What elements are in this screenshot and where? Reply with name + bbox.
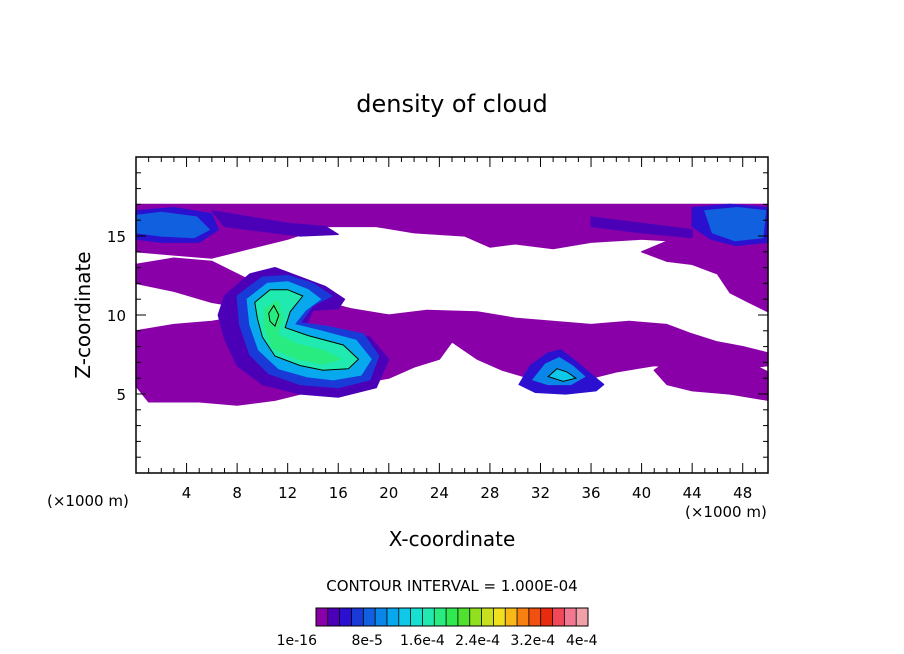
colorbar-swatch-17 [517,608,530,626]
x-tick-label-4: 4 [182,484,192,502]
colorbar-swatch-12 [457,608,471,626]
x-tick-label-20: 20 [379,484,398,502]
colorbar-labels: 1e-16 8e-5 1.6e-4 2.4e-4 3.2e-4 4e-4 [277,633,598,649]
y-tick-label-15: 15 [107,228,126,246]
x-tick-label-8: 8 [232,484,242,502]
colorbar-swatch-20 [552,608,565,626]
contour-region-top-left-streak [211,210,339,237]
x-tick-label-32: 32 [531,484,550,502]
contour-line-layer [254,289,578,382]
colorbar-swatch-2 [339,608,352,626]
colorbar-label-0: 1e-16 [277,633,317,649]
colorbar-swatch-11 [446,608,459,626]
x-tick-label-44: 44 [683,484,702,502]
colorbar-swatch-1 [327,608,340,626]
x-tick-label-48: 48 [733,484,752,502]
colorbar-swatch-16 [505,608,518,626]
x-tick-label-24: 24 [430,484,449,502]
x-unit-right: (×1000 m) [685,503,767,521]
contour-interval-note: CONTOUR INTERVAL = 1.000E-04 [326,577,577,595]
x-tick-label-12: 12 [278,484,297,502]
x-tick-label-36: 36 [581,484,600,502]
colorbar [315,607,589,627]
colorbar-swatch-15 [493,608,506,626]
contour-region-lower-right-blob [653,352,769,401]
x-unit-left: (×1000 m) [47,492,129,510]
contour-central-outer [254,289,360,371]
colorbar-swatch-21 [564,608,577,626]
colorbar-swatch-22 [576,608,589,626]
x-axis-label: X-coordinate [389,527,516,551]
contour-fill-layer [135,203,769,406]
contour-right-mound [547,368,578,382]
colorbar-frame [315,607,589,627]
x-tick-label-16: 16 [329,484,348,502]
y-tick-label-10: 10 [107,307,126,325]
y-tick-labels: 5 10 15 [107,228,126,404]
x-tick-labels: 4 8 12 16 20 24 28 32 36 40 44 48 [182,484,752,502]
contour-central-peak [268,304,280,328]
axis-ticks [136,157,768,473]
colorbar-swatch-5 [375,608,388,626]
contour-region-top-band-right-drop [640,235,769,313]
colorbar-swatch-6 [386,608,400,626]
colorbar-swatch-18 [528,608,541,626]
contour-region-top-right-dense-mid [704,207,767,242]
colorbar-label-4: 3.2e-4 [510,633,555,649]
colorbar-swatch-10 [434,608,447,626]
colorbar-label-3: 2.4e-4 [455,633,500,649]
y-axis-label: Z-coordinate [71,251,95,378]
contour-region-top-right-streak [590,216,693,239]
colorbar-swatch-13 [469,608,482,626]
colorbar-swatch-8 [410,608,423,626]
colorbar-swatch-19 [540,608,553,626]
y-tick-label-5: 5 [116,386,126,404]
colorbar-swatch-9 [422,608,435,626]
x-tick-label-40: 40 [632,484,651,502]
chart-title: density of cloud [356,90,547,118]
contour-region-top-left-dense-mid [135,211,210,239]
contour-region-central-lobe-level5 [264,300,342,365]
colorbar-swatch-0 [316,608,329,626]
colorbar-swatch-7 [398,608,411,626]
colorbar-label-1: 8e-5 [351,633,382,649]
colorbar-swatch-4 [363,608,376,626]
colorbar-label-2: 1.6e-4 [400,633,445,649]
colorbar-swatch-3 [351,608,364,626]
colorbar-swatch-14 [481,608,494,626]
x-tick-label-28: 28 [480,484,499,502]
colorbar-label-5: 4e-4 [566,633,598,649]
